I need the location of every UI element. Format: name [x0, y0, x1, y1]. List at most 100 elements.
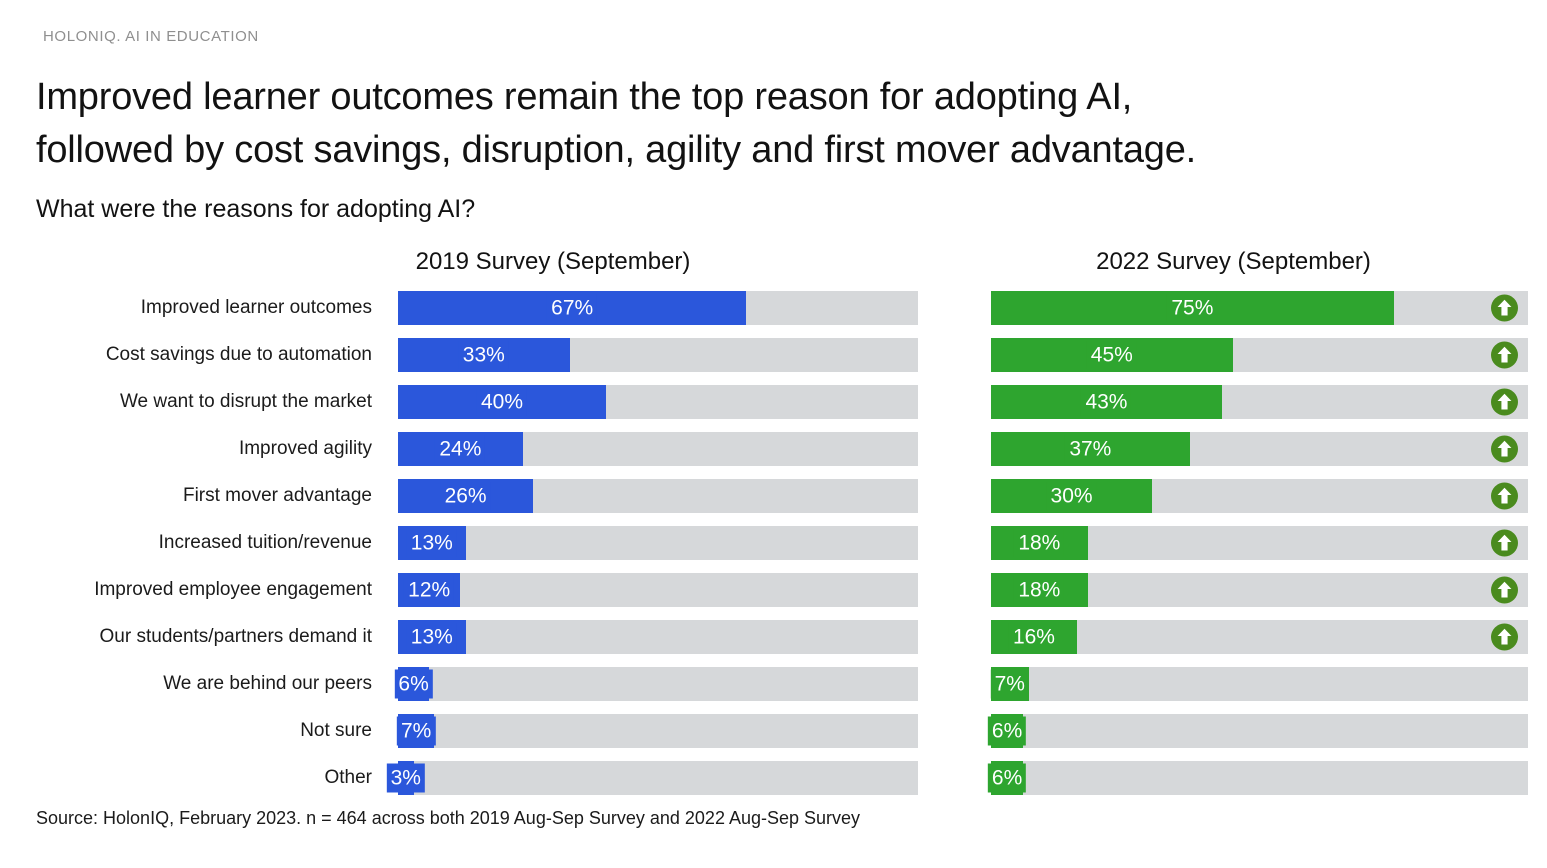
bar-value-label: 13%	[406, 528, 457, 558]
bar-2022: 43%	[991, 385, 1222, 419]
bar-value-label: 13%	[406, 622, 457, 652]
bar-2019: 24%	[398, 432, 523, 466]
bar-2022: 7%	[990, 667, 1029, 701]
category-label: We are behind our peers	[163, 673, 372, 694]
bar-value-label: 75%	[1167, 293, 1218, 323]
chart-row: Not sure 7% 6%	[36, 714, 1547, 748]
bar-2022: 75%	[991, 291, 1394, 325]
up-arrow-in-circle-icon	[1491, 482, 1518, 510]
column-header-2019: 2019 Survey (September)	[415, 248, 691, 275]
chart-rows: Improved learner outcomes 67% 75% Cost savi…	[36, 291, 1547, 795]
up-arrow-in-circle-icon	[1491, 294, 1518, 322]
bar-2022: 6%	[987, 761, 1027, 795]
bar-track-2019: 13%	[398, 620, 918, 654]
chart-question: What were the reasons for adopting AI?	[36, 195, 476, 223]
chart-row: Improved learner outcomes 67% 75%	[36, 291, 1547, 325]
bar-track-2022: 6%	[987, 714, 1528, 748]
chart-row: Cost savings due to automation 33% 45%	[36, 338, 1547, 372]
category-label: Improved employee engagement	[94, 579, 372, 600]
chart-row: We want to disrupt the market 40% 43%	[36, 385, 1547, 419]
bar-track-2019: 12%	[398, 573, 918, 607]
bar-track-2022: 7%	[990, 667, 1528, 701]
column-header-2022: 2022 Survey (September)	[1096, 248, 1371, 275]
category-label: Improved learner outcomes	[140, 297, 372, 318]
bar-value-label: 3%	[386, 763, 425, 793]
bar-2019: 13%	[398, 620, 466, 654]
bar-track-2019: 6%	[394, 667, 918, 701]
bar-track-2022: 6%	[987, 761, 1528, 795]
bar-value-label: 67%	[547, 293, 598, 323]
bar-2022: 30%	[991, 479, 1153, 513]
bar-track-2019: 3%	[386, 761, 918, 795]
bar-track-2022: 18%	[991, 526, 1528, 560]
category-label: Improved agility	[238, 438, 372, 459]
bar-track-2022: 18%	[991, 573, 1528, 607]
bar-track-2019: 24%	[398, 432, 918, 466]
bar-track-2022: 30%	[991, 479, 1528, 513]
up-arrow-in-circle-icon	[1491, 529, 1518, 557]
bar-value-label: 16%	[1008, 622, 1059, 652]
bar-2019: 12%	[398, 573, 461, 607]
bar-2019: 3%	[386, 761, 425, 795]
bar-2019: 7%	[397, 714, 436, 748]
bar-track-2022: 43%	[991, 385, 1528, 419]
bar-value-label: 24%	[435, 434, 486, 464]
bar-value-label: 18%	[1014, 575, 1065, 605]
bar-track-2019: 7%	[397, 714, 918, 748]
bar-chart: 2019 Survey (September) 2022 Survey (Sep…	[36, 248, 1547, 795]
bar-value-label: 40%	[476, 387, 528, 417]
category-label: Cost savings due to automation	[105, 344, 372, 365]
bar-value-label: 33%	[458, 340, 509, 370]
source-note: Source: HolonIQ, February 2023. n = 464 …	[36, 808, 861, 828]
bar-2019: 6%	[394, 667, 433, 701]
bar-track-2019: 67%	[398, 291, 918, 325]
chart-row: Our students/partners demand it 13% 16%	[36, 620, 1547, 654]
bar-value-label: 43%	[1081, 387, 1132, 417]
bar-track-2022: 37%	[991, 432, 1528, 466]
up-arrow-in-circle-icon	[1491, 623, 1518, 651]
chart-row: Other 3% 6%	[36, 761, 1547, 795]
bar-track-2019: 33%	[398, 338, 918, 372]
brand-label: HOLONIQ. AI IN EDUCATION	[43, 28, 259, 45]
bar-2022: 18%	[991, 526, 1088, 560]
bar-2019: 13%	[398, 526, 466, 560]
page-title-line-1: Improved learner outcomes remain the top…	[36, 76, 1133, 118]
bar-track-2019: 13%	[398, 526, 918, 560]
bar-track-2019: 40%	[398, 385, 918, 419]
bar-2022: 16%	[991, 620, 1077, 654]
bar-value-label: 12%	[404, 575, 455, 605]
chart-row: Increased tuition/revenue 13% 18%	[36, 526, 1547, 560]
bar-2019: 67%	[398, 291, 747, 325]
bar-track-2019: 26%	[398, 479, 918, 513]
bar-value-label: 30%	[1046, 481, 1097, 511]
bar-value-label: 37%	[1065, 434, 1116, 464]
bar-2019: 40%	[398, 385, 606, 419]
bar-2022: 6%	[987, 714, 1027, 748]
bar-value-label: 7%	[397, 716, 436, 746]
chart-row: First mover advantage 26% 30%	[36, 479, 1547, 513]
bar-value-label: 45%	[1086, 340, 1137, 370]
bar-2022: 18%	[991, 573, 1088, 607]
category-label: We want to disrupt the market	[119, 391, 372, 412]
bar-value-label: 26%	[440, 481, 491, 511]
bar-track-2022: 45%	[991, 338, 1528, 372]
category-label: Increased tuition/revenue	[158, 532, 372, 553]
bar-2022: 37%	[991, 432, 1190, 466]
chart-row: We are behind our peers 6% 7%	[36, 667, 1547, 701]
chart-row: Improved agility 24% 37%	[36, 432, 1547, 466]
bar-value-label: 6%	[394, 669, 433, 699]
bar-value-label: 7%	[990, 669, 1029, 699]
chart-row: Improved employee engagement 12% 18%	[36, 573, 1547, 607]
up-arrow-in-circle-icon	[1491, 435, 1518, 463]
column-headers: 2019 Survey (September) 2022 Survey (Sep…	[36, 248, 1547, 276]
category-label: Our students/partners demand it	[99, 626, 372, 647]
up-arrow-in-circle-icon	[1491, 388, 1518, 416]
category-label: Other	[324, 767, 372, 788]
page: HOLONIQ. AI IN EDUCATION Improved learne…	[36, 28, 1547, 828]
bar-2019: 26%	[398, 479, 534, 513]
category-label: Not sure	[300, 720, 372, 741]
bar-2022: 45%	[991, 338, 1233, 372]
bar-track-2022: 16%	[991, 620, 1528, 654]
page-title: Improved learner outcomes remain the top…	[36, 71, 1547, 177]
page-title-line-2: followed by cost savings, disruption, ag…	[36, 129, 1196, 171]
